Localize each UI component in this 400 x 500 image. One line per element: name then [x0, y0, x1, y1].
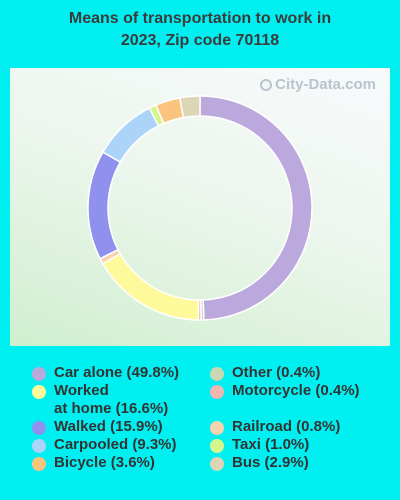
slice-walked: [87, 151, 122, 260]
legend-label: Other (0.4%): [232, 364, 321, 381]
legend-swatch: [210, 421, 224, 435]
legend-item-other: Other (0.4%): [210, 364, 320, 382]
chart-title: Means of transportation to work in 2023,…: [0, 8, 400, 52]
legend-item-motorcycle: Motorcycle (0.4%): [210, 382, 360, 400]
slice-worked-at-home: [101, 252, 200, 321]
slice-bus: [178, 95, 201, 119]
legend-label-line: Worked: [54, 382, 109, 399]
legend-label: Bicycle (3.6%): [54, 454, 155, 471]
legend-item-railroad: Railroad (0.8%): [210, 418, 340, 436]
legend-label: Railroad (0.8%): [232, 418, 341, 435]
legend-item-car-alone: Car alone (49.8%): [32, 364, 179, 382]
chart-title-line-2: 2023, Zip code 70118: [120, 32, 280, 49]
legend-swatch: [210, 439, 224, 453]
legend-item-taxi: Taxi (1.0%): [210, 436, 309, 454]
legend-item-bus: Bus (2.9%): [210, 454, 309, 472]
slice-car-alone: [199, 95, 313, 321]
chart-title-line-1: Means of transportation to work in: [68, 10, 332, 27]
legend-item-bicycle: Bicycle (3.6%): [32, 454, 155, 472]
legend-label: Walked (15.9%): [54, 418, 163, 435]
donut-chart: [87, 95, 313, 321]
legend-item-walked: Walked (15.9%): [32, 418, 163, 436]
legend-label: Motorcycle (0.4%): [232, 382, 360, 399]
legend-label: Bus (2.9%): [232, 454, 309, 471]
legend-label: Worked at home (16.6%): [32, 382, 168, 418]
magnifier-icon: [260, 79, 273, 91]
legend-label-line: at home (16.6%): [54, 400, 169, 417]
legend-label: Carpooled (9.3%): [54, 436, 177, 453]
legend-swatch: [210, 457, 224, 471]
legend-label: Car alone (49.8%): [54, 364, 180, 381]
legend-swatch: [210, 385, 224, 399]
watermark-text: City-Data.com: [275, 76, 376, 93]
legend-item-worked-at-home: Worked at home (16.6%): [32, 382, 168, 418]
legend-swatch: [32, 457, 46, 471]
legend: Car alone (49.8%) Other (0.4%) Worked at ho…: [0, 364, 400, 500]
slice-carpooled: [101, 107, 160, 164]
legend-swatch: [32, 439, 46, 453]
legend-swatch: [32, 421, 46, 435]
watermark: City-Data.com: [260, 76, 376, 93]
chart-panel: City-Data.com: [10, 68, 390, 346]
legend-swatch: [32, 385, 46, 399]
legend-swatch: [32, 367, 46, 381]
legend-item-carpooled: Carpooled (9.3%): [32, 436, 177, 454]
legend-swatch: [210, 367, 224, 381]
legend-label: Taxi (1.0%): [232, 436, 310, 453]
